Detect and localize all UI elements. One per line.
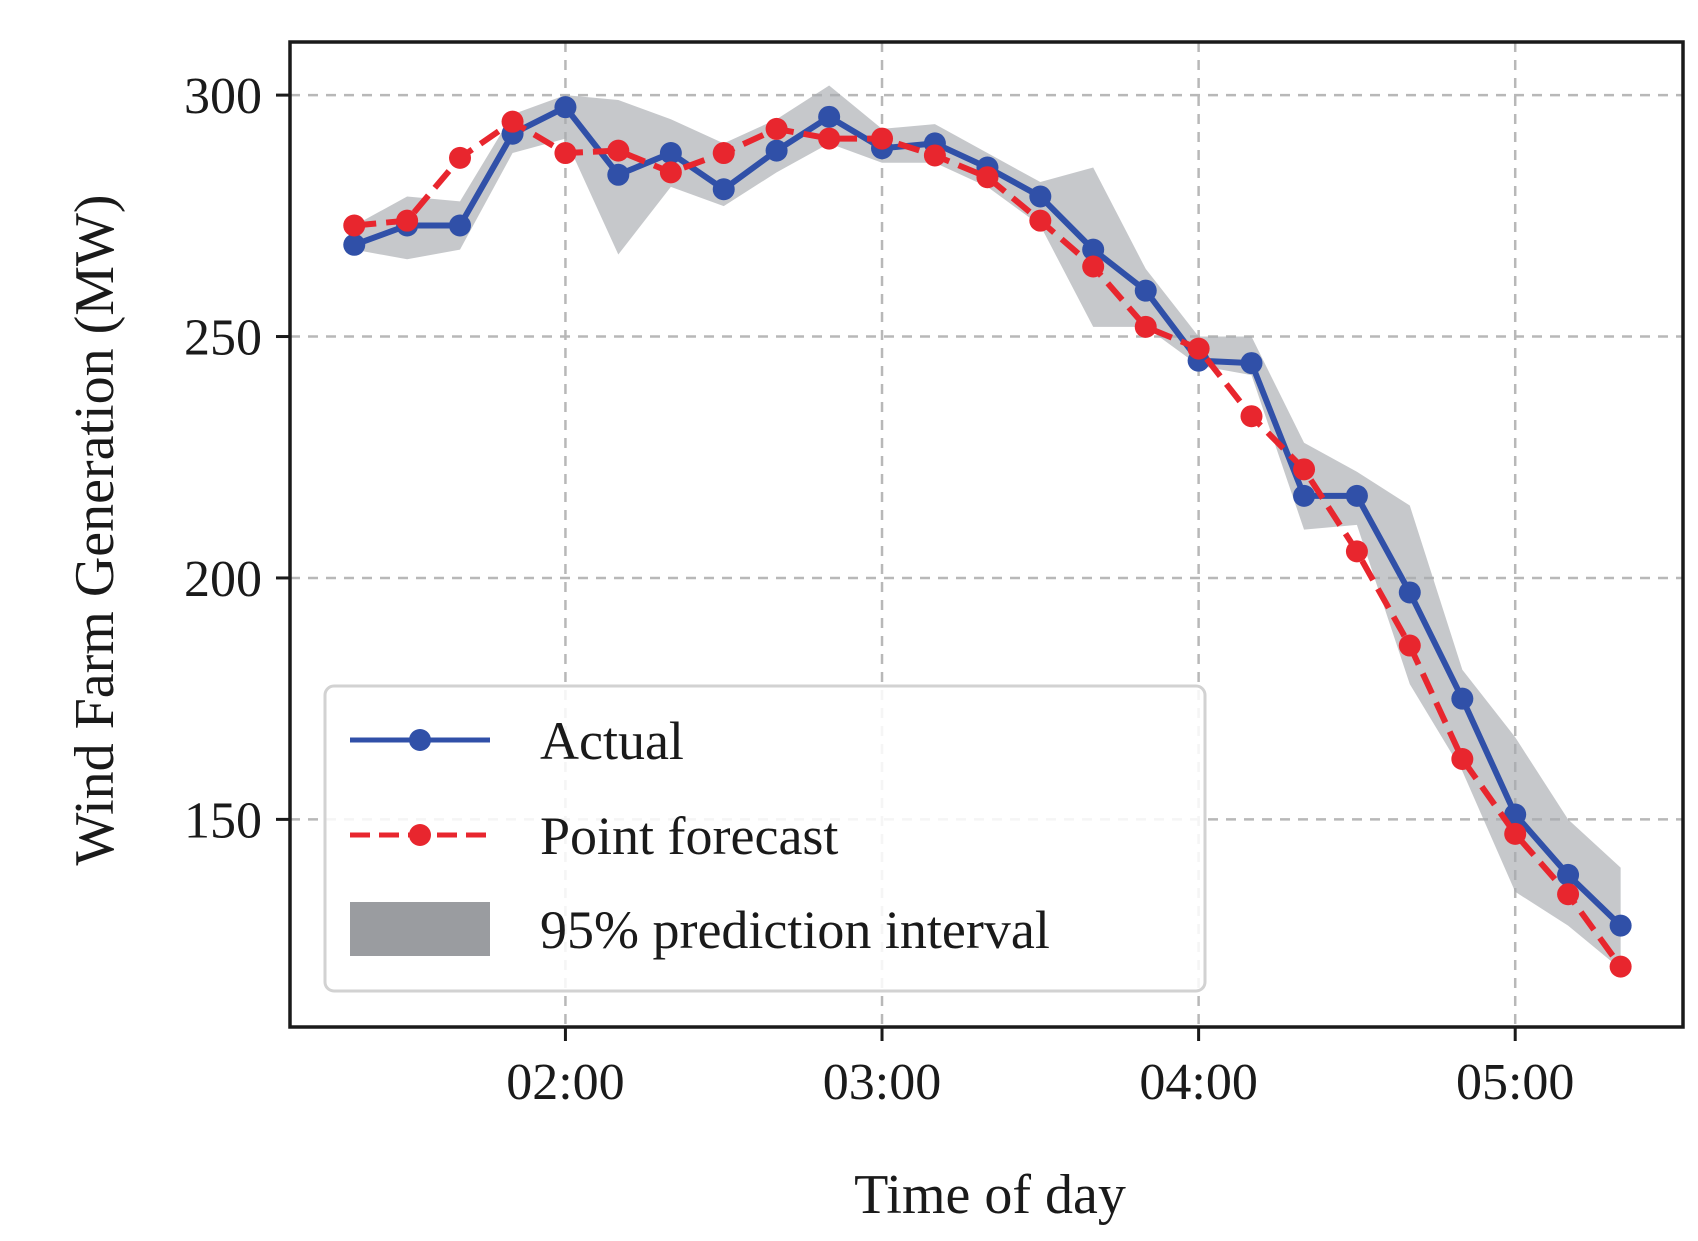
forecast-point	[1451, 748, 1474, 771]
interval-band-area	[354, 85, 1621, 970]
y-tick-label: 200	[184, 551, 262, 608]
legend-actual-marker	[409, 729, 431, 751]
grid	[290, 42, 1683, 1027]
y-tick-label: 150	[184, 792, 262, 849]
forecast-point	[449, 146, 472, 169]
legend: Actual Point forecast 95% prediction int…	[323, 684, 1207, 993]
forecast-point	[501, 110, 524, 133]
actual-point	[1609, 914, 1632, 937]
forecast-point	[659, 161, 682, 184]
x-tick-label: 02:00	[506, 1054, 624, 1111]
actual-point	[1398, 581, 1421, 604]
x-tick-label: 03:00	[823, 1054, 941, 1111]
forecast-point	[607, 139, 630, 162]
forecast-point	[1557, 883, 1580, 906]
actual-point	[1029, 185, 1052, 208]
actual-point	[818, 105, 841, 128]
forecast-point	[976, 166, 999, 189]
y-axis-label: Wind Farm Generation (MW)	[64, 194, 126, 865]
y-tick-label: 300	[184, 68, 262, 125]
series-lines	[343, 96, 1632, 978]
x-axis-label: Time of day	[854, 1164, 1126, 1226]
actual-point	[659, 142, 682, 165]
prediction-interval-band	[354, 85, 1621, 970]
actual-point	[343, 233, 366, 256]
actual-point	[1240, 352, 1263, 375]
forecast-point	[1504, 822, 1527, 845]
x-tick-label: 05:00	[1456, 1054, 1574, 1111]
x-tick-label: 04:00	[1139, 1054, 1257, 1111]
legend-forecast-label: Point forecast	[540, 806, 838, 866]
plot-frame	[288, 40, 1685, 1029]
forecast-point	[1398, 634, 1421, 657]
forecast-point	[1240, 405, 1263, 428]
forecast-point	[871, 127, 894, 150]
actual-point	[1451, 687, 1474, 710]
actual-point	[1134, 279, 1157, 302]
forecast-point	[1187, 337, 1210, 360]
legend-interval-swatch	[350, 902, 490, 956]
forecast-point	[1134, 315, 1157, 338]
y-tick-label: 250	[184, 310, 262, 367]
forecast-point	[923, 144, 946, 167]
actual-point	[1345, 484, 1368, 507]
actual-point	[1504, 803, 1527, 826]
forecast-point	[1293, 458, 1316, 481]
actual-point	[765, 139, 788, 162]
forecast-point	[712, 142, 735, 165]
forecast-point	[765, 117, 788, 140]
actual-point	[554, 96, 577, 119]
forecast-point	[818, 127, 841, 150]
actual-point	[1082, 238, 1105, 261]
legend-forecast-marker	[409, 824, 431, 846]
forecast-point	[396, 209, 419, 232]
forecast-point	[1345, 540, 1368, 563]
axis-ticks: 02:00 03:00 04:00 05:00 150 200 250 300	[184, 68, 1574, 1111]
actual-point	[607, 163, 630, 186]
actual-point	[449, 214, 472, 237]
legend-interval-label: 95% prediction interval	[540, 900, 1050, 960]
forecast-point	[343, 214, 366, 237]
legend-box	[323, 684, 1207, 993]
forecast-point	[1082, 255, 1105, 278]
actual-point	[712, 178, 735, 201]
legend-actual-label: Actual	[540, 711, 684, 771]
forecast-point	[1609, 955, 1632, 978]
actual-point	[1557, 863, 1580, 886]
forecast-point	[554, 142, 577, 165]
actual-point	[1293, 484, 1316, 507]
forecast-point	[1029, 209, 1052, 232]
